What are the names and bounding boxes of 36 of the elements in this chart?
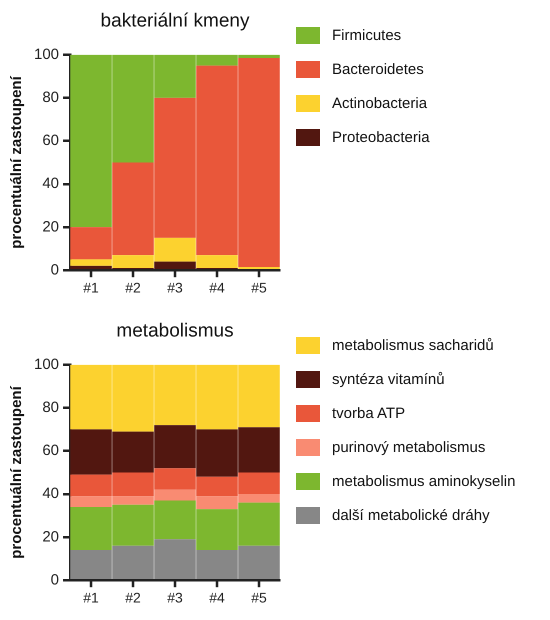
y-tick-label: 80 [42, 399, 60, 416]
legend-label: tvorba ATP [332, 404, 406, 422]
y-tick-label: 60 [42, 132, 60, 150]
y-tick-label: 20 [42, 218, 60, 236]
y-tick-label: 100 [34, 356, 60, 373]
x-tick-label: #2 [125, 589, 142, 606]
x-tick-label: #4 [209, 589, 226, 606]
y-tick-label: 80 [42, 89, 60, 106]
x-tick-label: #3 [167, 279, 184, 296]
legend-label: purinový metabolismus [332, 438, 486, 456]
chart-title: metabolismus [116, 320, 234, 342]
y-tick-label: 0 [50, 571, 60, 588]
legend-label: syntéza vitamínů [332, 370, 445, 388]
x-tick-label: #5 [251, 589, 267, 606]
x-tick-label: #1 [83, 279, 100, 296]
y-tick-label: 40 [42, 485, 60, 502]
x-tick-label: #2 [125, 279, 142, 296]
legend-label: další metabolické dráhy [332, 506, 490, 524]
y-axis-title: procentuální zastoupení [8, 75, 26, 249]
y-tick-label: 20 [42, 528, 60, 546]
y-tick-label: 0 [50, 261, 60, 278]
legend-label: metabolismus aminokyselin [332, 472, 516, 490]
x-tick-label: #3 [167, 589, 184, 606]
y-axis-title: procentuální zastoupení [8, 385, 26, 559]
legend-label: Proteobacteria [332, 128, 430, 146]
legend-label: Bacteroidetes [332, 60, 424, 78]
y-tick-label: 60 [42, 442, 60, 460]
y-tick-label: 40 [42, 175, 60, 192]
x-tick-label: #5 [251, 279, 267, 296]
y-tick-label: 100 [34, 46, 60, 63]
legend-label: metabolismus sacharidů [332, 336, 494, 354]
x-tick-label: #4 [209, 279, 226, 296]
x-tick-label: #1 [83, 589, 100, 606]
legend-label: Actinobacteria [332, 94, 428, 112]
chart-title: bakteriální kmeny [100, 10, 250, 32]
legend-label: Firmicutes [332, 26, 402, 44]
